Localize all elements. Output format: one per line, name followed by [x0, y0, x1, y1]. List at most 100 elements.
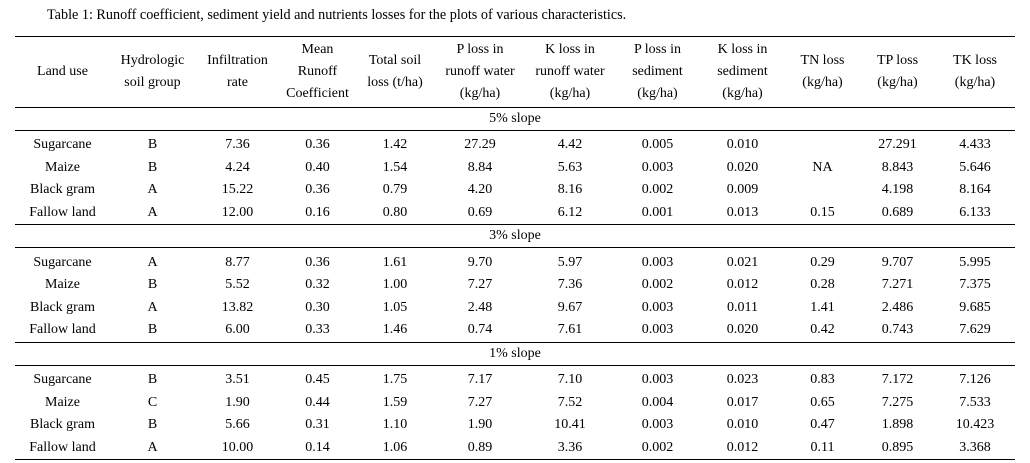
table-cell: 0.83 — [810, 372, 835, 388]
table-cell: 9.685 — [959, 299, 991, 315]
table-cell: B — [147, 277, 158, 293]
column-header-line: (kg/ha) — [877, 75, 918, 90]
table-cell: 8.164 — [959, 182, 991, 198]
table-cell: 0.14 — [280, 436, 355, 461]
table-cell: 1.61 — [382, 254, 408, 270]
table-cell: 0.65 — [810, 394, 835, 410]
table-cell: 9.707 — [881, 254, 914, 270]
table-cell: 4.433 — [959, 137, 991, 153]
table-cell: 7.61 — [525, 319, 615, 343]
table-cell: 27.29 — [464, 137, 496, 153]
column-header: TK loss (kg/ha) — [935, 37, 1015, 108]
table-cell: A — [147, 254, 158, 270]
column-header: TP loss (kg/ha) — [860, 37, 935, 108]
table-row: Sugarcane B 7.36 0.36 1.42 27.29 4.42 0.005 0.01… — [15, 134, 1015, 175]
table-cell: Fallow land — [15, 436, 110, 461]
table-cell: 0.010 — [726, 417, 759, 433]
table-cell: 7.271 — [881, 277, 914, 293]
table-cell: 7.375 — [959, 277, 991, 293]
table-cell: C — [147, 394, 158, 410]
table-row: Fallow land A 12.00 0.16 0.80 0.69 6.12 0.001 0.… — [15, 201, 1015, 226]
table-cell: 13.82 — [221, 299, 254, 315]
table-cell: 7.275 — [881, 394, 914, 410]
table-cell: 7.27 — [467, 277, 493, 293]
column-header: K loss in runoff water (kg/ha) — [525, 37, 615, 108]
table-row: Sugarcane A 8.77 0.36 1.61 9.70 5.97 0.003 0.021… — [15, 251, 1015, 274]
table-cell: 0.012 — [700, 436, 785, 461]
table-cell: 0.021 — [726, 254, 759, 270]
column-header-line: (kg/ha) — [802, 75, 843, 90]
table-cell: 7.126 — [959, 372, 991, 388]
table-cell: 7.533 — [959, 394, 991, 410]
column-header-line: TP loss — [876, 53, 919, 68]
column-header-line: (kg/ha) — [954, 75, 996, 90]
table-cell: 10.423 — [955, 417, 995, 433]
table-cell: 0.44 — [305, 394, 330, 410]
table-cell: 1.00 — [382, 277, 408, 293]
table-cell: 0.689 — [860, 201, 935, 226]
table-cell: 2.48 — [467, 299, 493, 315]
table-cell: 0.003 — [615, 319, 700, 343]
table-cell: A — [147, 182, 158, 198]
table-cell: Fallow land — [15, 201, 110, 226]
table-cell: 0.33 — [280, 319, 355, 343]
table-cell: 0.003 — [641, 417, 674, 433]
column-header-line: P loss in — [634, 42, 681, 57]
column-header: Total soil loss (t/ha) — [355, 37, 435, 108]
table-cell: 6.12 — [525, 201, 615, 226]
table-cell: 0.74 — [435, 319, 525, 343]
table-cell: 0.005 — [641, 137, 674, 153]
table-cell: Sugarcane — [33, 137, 92, 153]
table-cell: 0.002 — [641, 182, 674, 198]
table-cell: Maize — [45, 277, 80, 293]
column-header-line: Runoff — [297, 64, 338, 79]
table-cell: 0.69 — [435, 201, 525, 226]
table-cell: Fallow land — [15, 319, 110, 343]
table-cell: 1.05 — [382, 299, 408, 315]
column-header-line: Infiltration — [207, 53, 268, 68]
table-cell: 0.32 — [305, 277, 330, 293]
table-cell: Black gram — [30, 417, 95, 433]
column-header: Hydrologic soil group — [110, 37, 195, 108]
table-cell: 4.20 — [467, 182, 493, 198]
section-title: 5% slope — [15, 107, 1015, 131]
table-cell: 27.291 — [878, 137, 917, 153]
table-cell: A — [110, 201, 195, 226]
tn-na-cell: NA — [812, 159, 833, 175]
table-row: Maize B 5.52 0.32 1.00 7.27 7.36 0.002 0.012 0.28… — [15, 274, 1015, 297]
column-header: P loss in runoff water (kg/ha) — [435, 37, 525, 108]
table-cell: 2.486 — [881, 299, 914, 315]
column-header-line: runoff water — [445, 64, 515, 79]
table-cell: 1.898 — [881, 417, 914, 433]
table-cell: 0.89 — [435, 436, 525, 461]
table-row: Maize B 4.24 0.40 1.54 8.84 5.63 0.003 0.020 8.84… — [15, 157, 1015, 180]
table-cell: 0.002 — [615, 436, 700, 461]
table-cell: 0.80 — [355, 201, 435, 226]
table-cell: 1.75 — [382, 372, 408, 388]
column-header-line: Land use — [37, 64, 88, 79]
table-cell: 1.59 — [382, 394, 408, 410]
table-cell: 1.90 — [225, 394, 250, 410]
column-header: Land use — [15, 37, 110, 108]
column-header-line: (kg/ha) — [637, 86, 678, 101]
column-header-line: loss (t/ha) — [367, 75, 423, 90]
table-cell: 0.017 — [726, 394, 759, 410]
table-cell: 8.77 — [225, 254, 250, 270]
column-header-line: (kg/ha) — [459, 86, 501, 101]
table-cell: 8.84 — [467, 159, 493, 175]
table-cell: Black gram — [30, 299, 95, 315]
runoff-data-table: Land use Hydrologic soil group Infiltration… — [15, 36, 1015, 461]
table-cell: 0.36 — [305, 182, 330, 198]
table-cell: 5.97 — [557, 254, 583, 270]
table-cell: 7.17 — [467, 372, 493, 388]
table-cell: 1.06 — [355, 436, 435, 461]
table-cell: Sugarcane — [33, 372, 92, 388]
table-cell: 0.28 — [810, 277, 835, 293]
table-cell: 7.36 — [225, 137, 250, 153]
table-cell: 0.11 — [785, 436, 860, 461]
column-header-line: Mean — [301, 42, 334, 57]
table-row: Sugarcane B 3.51 0.45 1.75 7.17 7.10 0.003 0.023… — [15, 369, 1015, 392]
table-cell: 12.00 — [195, 201, 280, 226]
table-cell: 0.36 — [305, 254, 330, 270]
table-cell: Black gram — [30, 182, 95, 198]
